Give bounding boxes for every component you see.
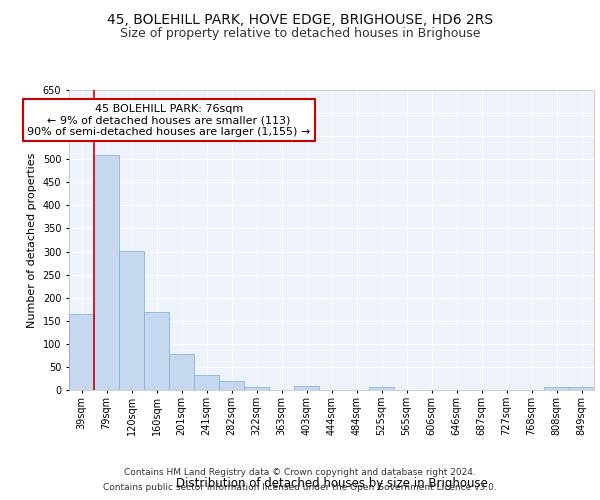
Bar xyxy=(569,387,594,390)
Bar xyxy=(169,354,194,390)
Bar xyxy=(219,381,244,390)
Bar xyxy=(194,375,219,390)
Text: Size of property relative to detached houses in Brighouse: Size of property relative to detached ho… xyxy=(120,28,480,40)
Bar xyxy=(369,387,394,390)
X-axis label: Distribution of detached houses by size in Brighouse: Distribution of detached houses by size … xyxy=(176,476,487,490)
Text: 45 BOLEHILL PARK: 76sqm
← 9% of detached houses are smaller (113)
90% of semi-de: 45 BOLEHILL PARK: 76sqm ← 9% of detached… xyxy=(28,104,311,137)
Bar xyxy=(544,387,569,390)
Y-axis label: Number of detached properties: Number of detached properties xyxy=(27,152,37,328)
Bar xyxy=(144,312,169,390)
Bar xyxy=(94,154,119,390)
Text: 45, BOLEHILL PARK, HOVE EDGE, BRIGHOUSE, HD6 2RS: 45, BOLEHILL PARK, HOVE EDGE, BRIGHOUSE,… xyxy=(107,12,493,26)
Bar xyxy=(69,314,94,390)
Bar xyxy=(294,386,319,390)
Bar xyxy=(244,387,269,390)
Text: Contains public sector information licensed under the Open Government Licence v3: Contains public sector information licen… xyxy=(103,483,497,492)
Bar xyxy=(119,250,144,390)
Text: Contains HM Land Registry data © Crown copyright and database right 2024.: Contains HM Land Registry data © Crown c… xyxy=(124,468,476,477)
